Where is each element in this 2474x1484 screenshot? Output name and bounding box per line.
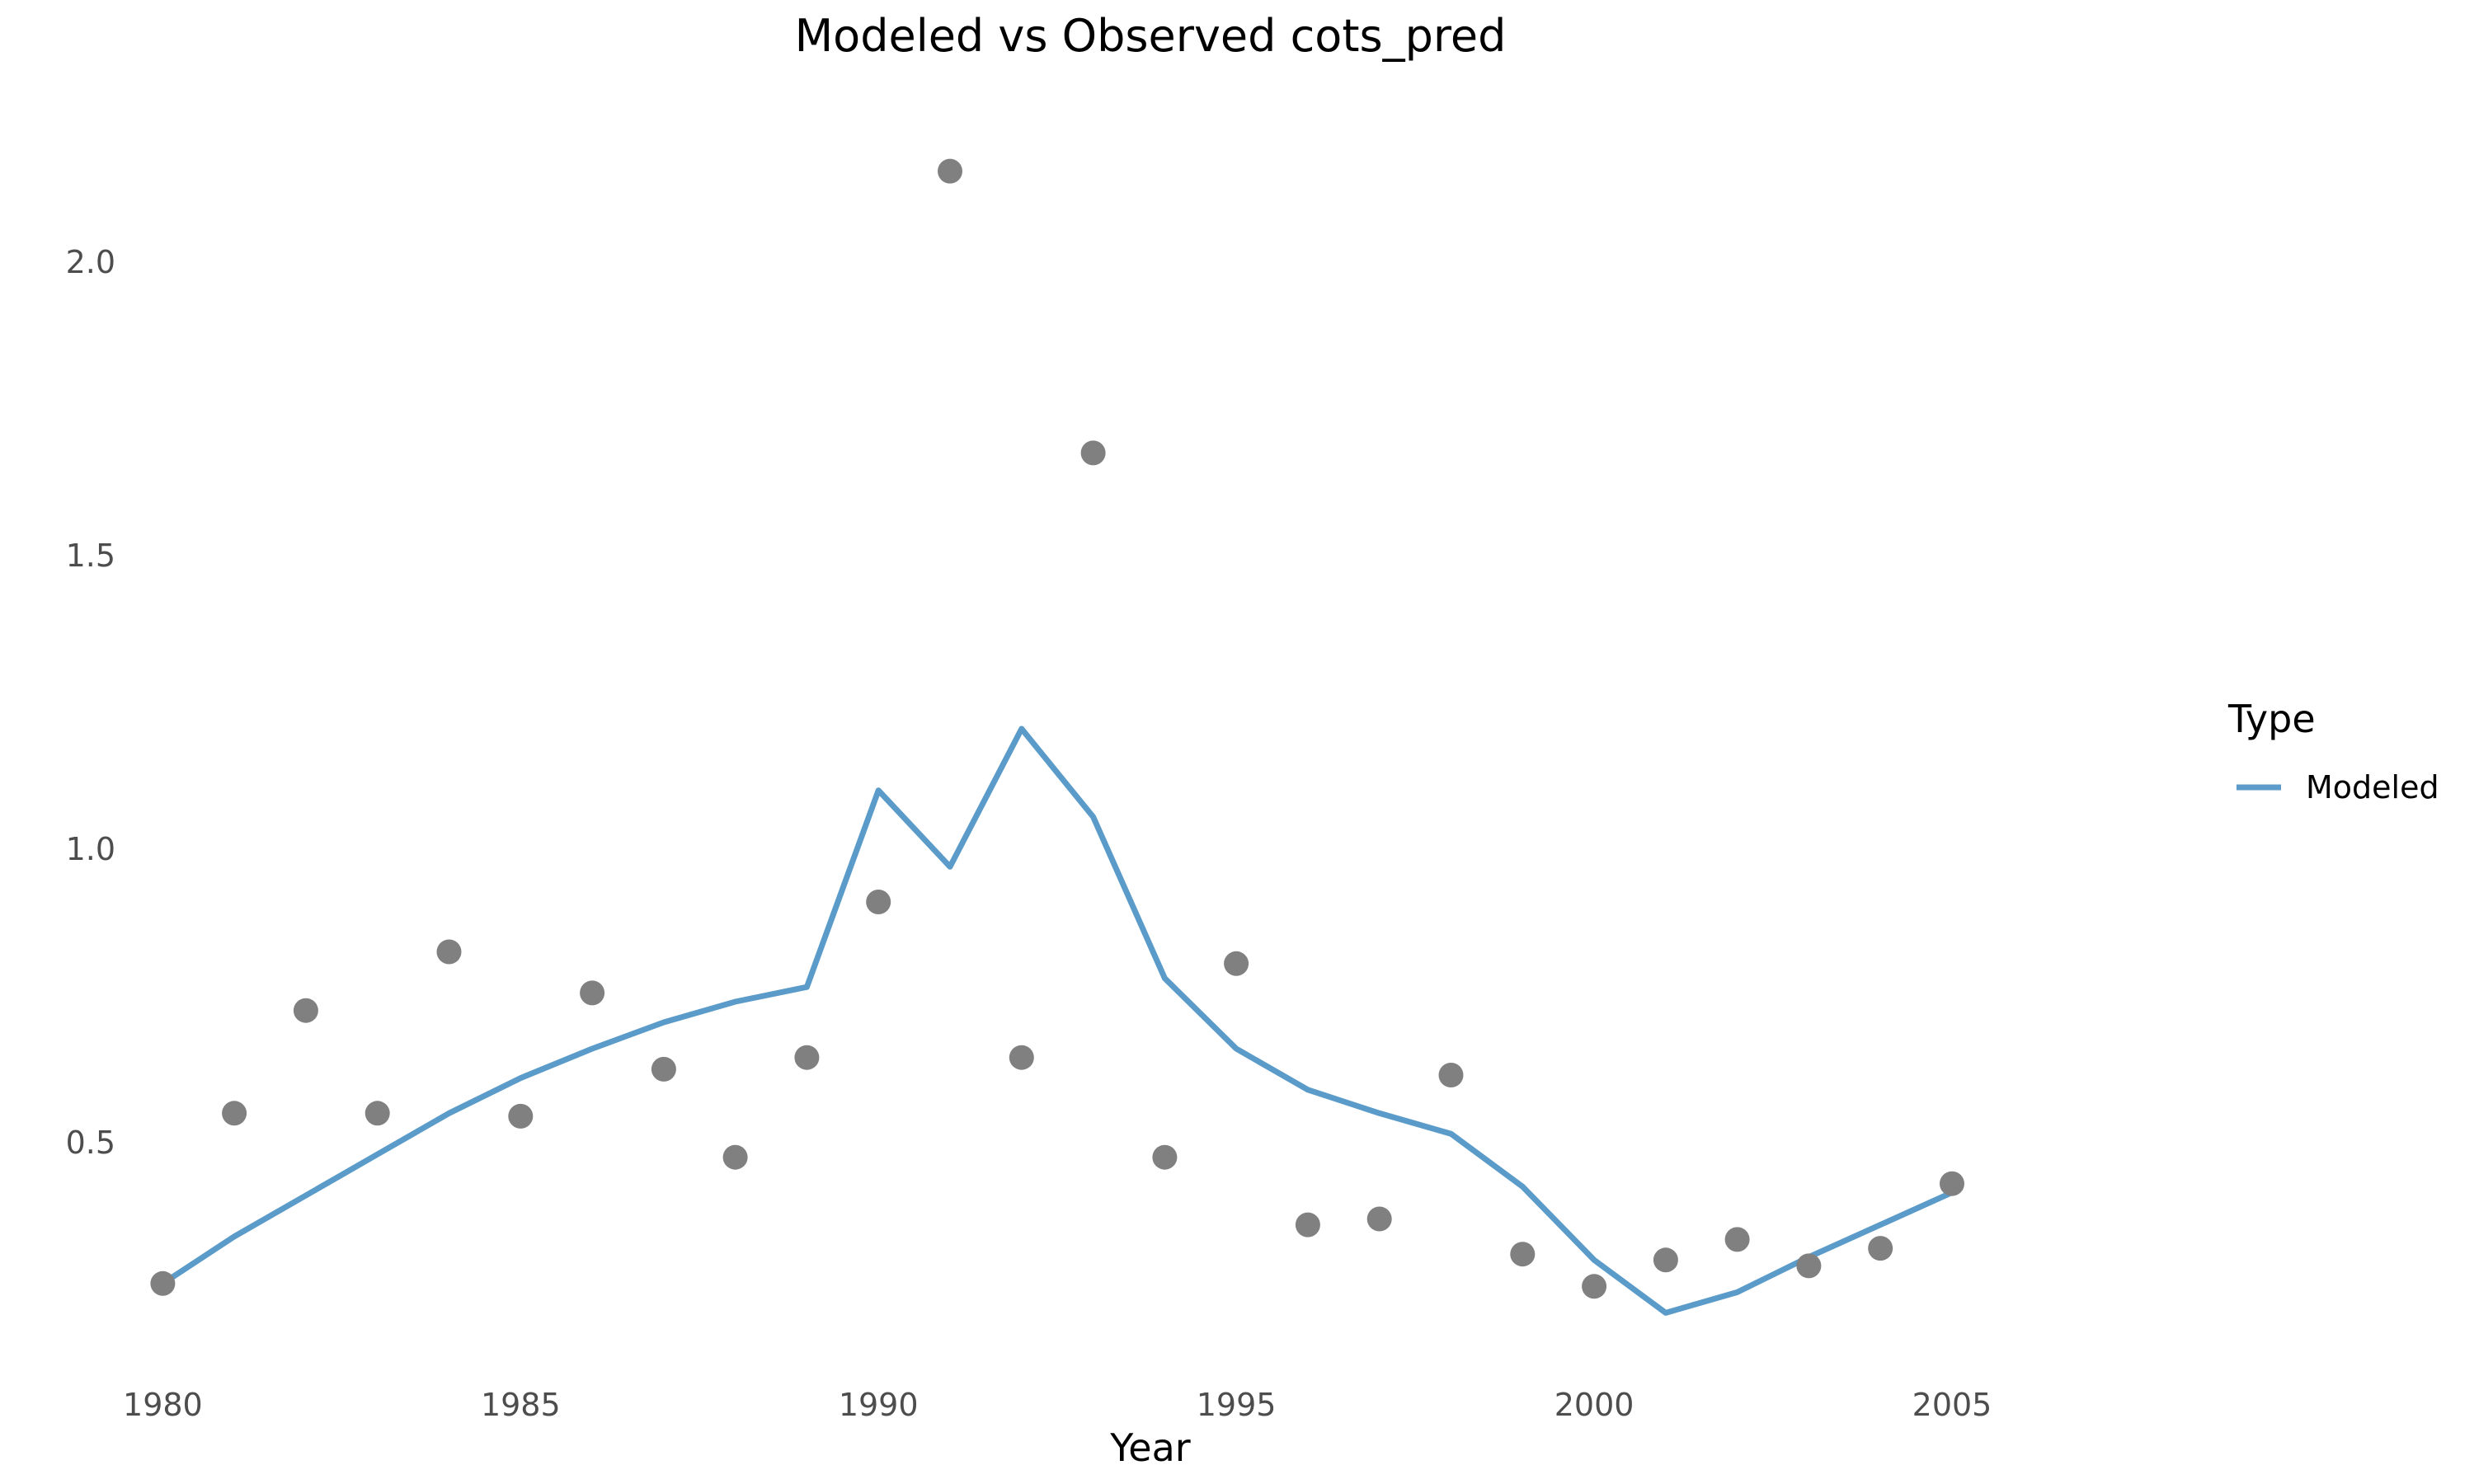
- observed-series: [150, 158, 1964, 1299]
- observed-point: [1796, 1253, 1822, 1279]
- plot-area: [150, 158, 1964, 1316]
- observed-point: [1224, 951, 1249, 976]
- observed-point: [222, 1101, 247, 1126]
- observed-point: [651, 1056, 676, 1082]
- observed-point: [150, 1270, 176, 1296]
- legend: Type Modeled: [2227, 697, 2439, 805]
- x-tick-label: 1995: [1197, 1387, 1277, 1423]
- y-tick-label: 1.5: [66, 538, 115, 574]
- observed-point: [1582, 1274, 1607, 1299]
- legend-title: Type: [2227, 697, 2316, 741]
- x-tick-label: 2005: [1912, 1387, 1992, 1423]
- observed-point: [1009, 1045, 1034, 1070]
- observed-point: [722, 1144, 748, 1170]
- chart-title: Modeled vs Observed cots_pred: [795, 10, 1507, 62]
- x-tick-label: 2000: [1554, 1387, 1634, 1423]
- observed-point: [1940, 1171, 1964, 1196]
- observed-point: [1438, 1063, 1464, 1087]
- y-tick-label: 0.5: [66, 1125, 115, 1161]
- x-axis-ticks: 1980 1985 1990 1995 2000 2005: [123, 1387, 1992, 1423]
- observed-point: [1724, 1227, 1750, 1252]
- observed-point: [1653, 1247, 1678, 1273]
- observed-point: [938, 158, 962, 184]
- modeled-line: [161, 726, 1954, 1316]
- observed-point: [1295, 1212, 1320, 1237]
- observed-point: [365, 1101, 390, 1126]
- modeled-series: [161, 726, 1954, 1316]
- observed-point: [866, 890, 891, 914]
- observed-point: [293, 998, 318, 1023]
- observed-point: [580, 980, 605, 1006]
- observed-point: [436, 939, 462, 965]
- y-tick-label: 1.0: [66, 831, 115, 867]
- legend-label-modeled: Modeled: [2306, 769, 2439, 805]
- y-axis-ticks: 0.5 1.0 1.5 2.0: [66, 244, 115, 1161]
- x-axis-label: Year: [1109, 1425, 1190, 1470]
- observed-point: [1366, 1206, 1392, 1232]
- observed-point: [794, 1045, 820, 1070]
- x-tick-label: 1990: [839, 1387, 919, 1423]
- y-tick-label: 2.0: [66, 244, 115, 280]
- observed-point: [1152, 1144, 1178, 1170]
- observed-point: [508, 1103, 534, 1129]
- x-tick-label: 1980: [123, 1387, 203, 1423]
- observed-point: [1080, 440, 1106, 466]
- observed-point: [1510, 1242, 1536, 1267]
- x-tick-label: 1985: [481, 1387, 561, 1423]
- observed-point: [1868, 1236, 1893, 1261]
